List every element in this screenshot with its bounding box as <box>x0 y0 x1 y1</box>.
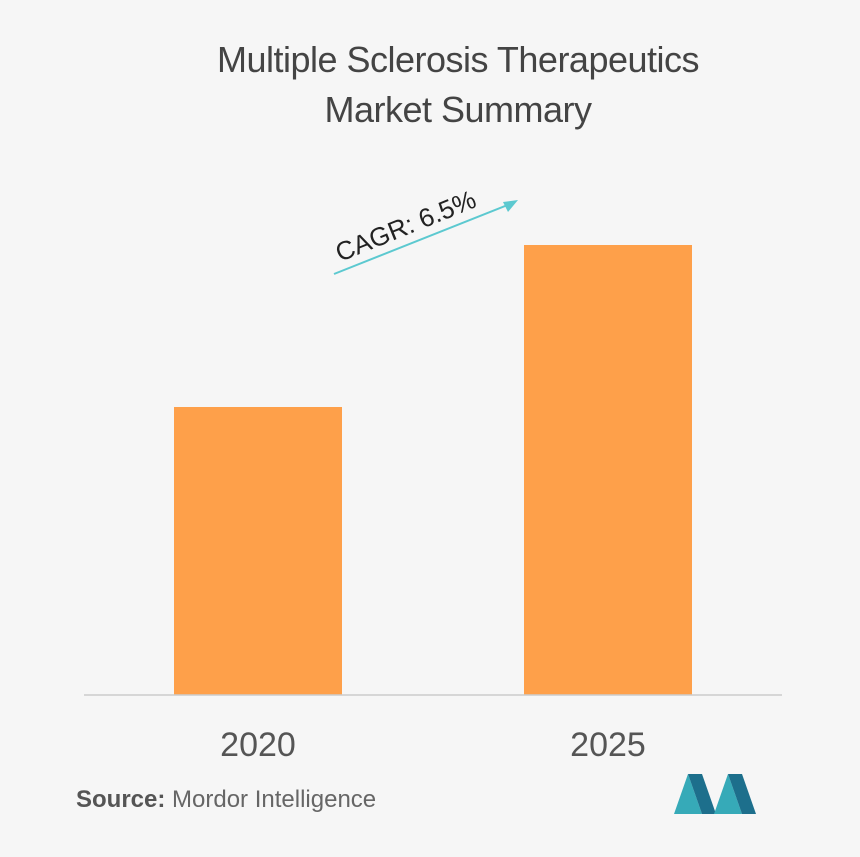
chart-title: Multiple Sclerosis Therapeutics Market S… <box>217 39 700 130</box>
source-value: Mordor Intelligence <box>172 786 377 813</box>
x-axis-ticks: 2020 2025 <box>220 726 646 764</box>
cagr-annotation: CAGR: 6.5% <box>331 184 518 275</box>
cagr-arrow-icon <box>333 203 511 275</box>
cagr-arrowhead-icon <box>503 200 518 212</box>
chart-title-line-2: Market Summary <box>324 89 592 130</box>
chart-title-line-1: Multiple Sclerosis Therapeutics <box>217 39 699 80</box>
source-label: Source: <box>76 786 166 813</box>
x-tick-label-2025: 2025 <box>570 726 646 764</box>
bars-group <box>174 245 692 695</box>
source-note: Source: Mordor Intelligence <box>76 786 376 814</box>
x-tick-label-2020: 2020 <box>220 726 296 764</box>
bar-2025 <box>524 245 692 695</box>
bar-2020 <box>174 407 342 695</box>
mordor-intelligence-logo-icon <box>674 774 756 814</box>
